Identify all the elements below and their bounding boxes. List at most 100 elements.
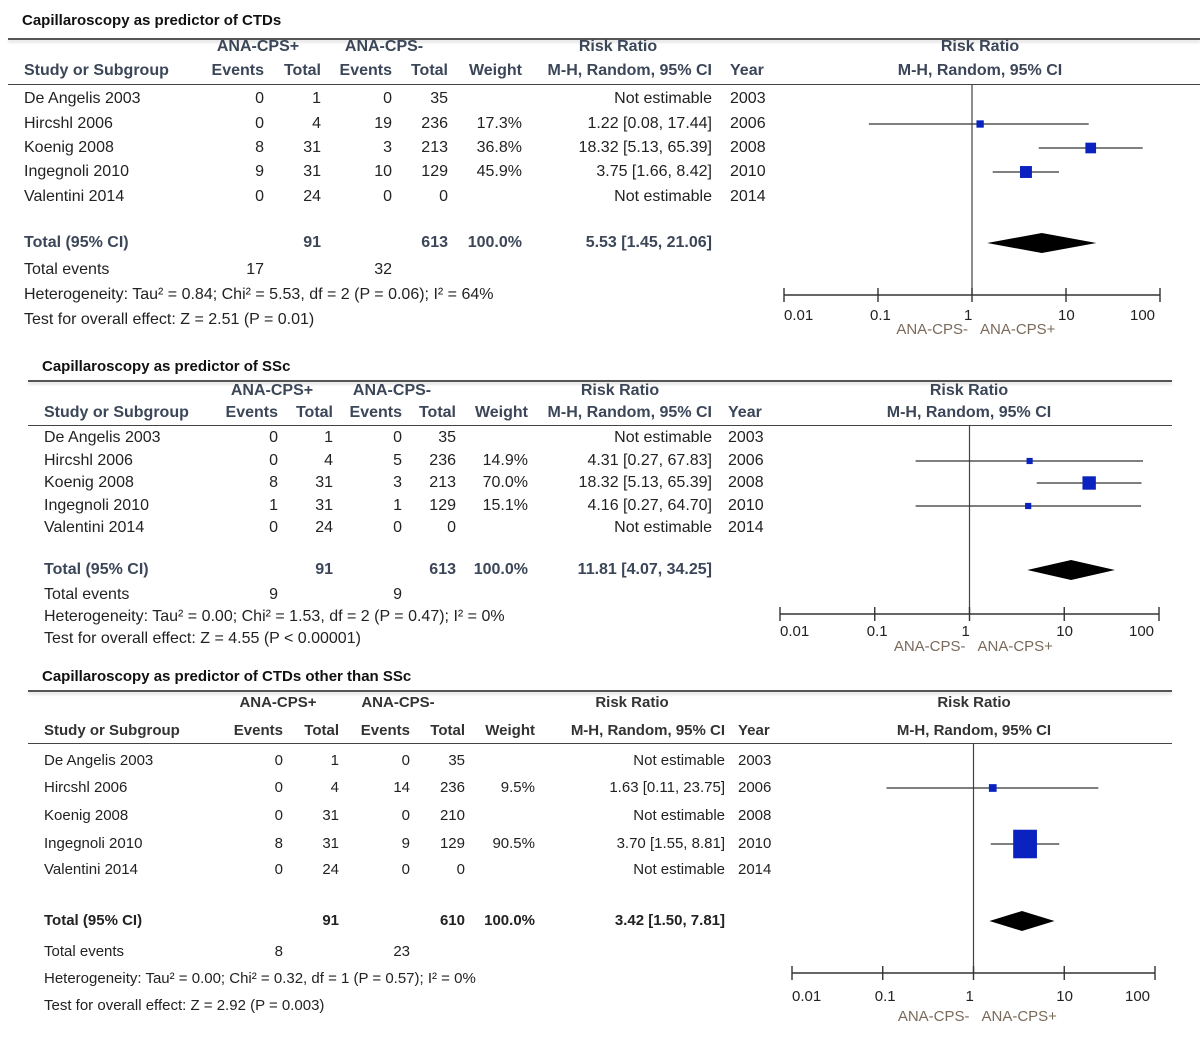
ctrl-events: 0	[393, 519, 402, 536]
x-tick-label: 100	[1125, 988, 1151, 1005]
total-events-ctrl: 9	[393, 586, 402, 603]
ctrl-events: 0	[401, 752, 410, 769]
exp-total: 4	[330, 779, 339, 796]
x-tick-label: 0.01	[780, 623, 810, 640]
column-header: Events	[360, 722, 410, 739]
study-square	[988, 784, 997, 792]
study-square	[1013, 829, 1037, 859]
ctrl-events: 10	[374, 163, 392, 180]
weight: 90.5%	[492, 835, 535, 852]
group-header-risk-ratio: Risk Ratio	[578, 38, 658, 55]
x-tick-label: 10	[1056, 988, 1073, 1005]
risk-ratio-ci: Not estimable	[614, 519, 712, 536]
exp-total: 31	[315, 474, 333, 491]
group-header-risk-ratio: Risk Ratio	[580, 382, 660, 399]
top-rule	[28, 380, 1172, 382]
panel-title: Capillaroscopy as predictor of CTDs othe…	[42, 668, 412, 685]
ctrl-events: 5	[393, 452, 402, 469]
ctrl-total: 0	[456, 861, 465, 878]
study-name: Ingegnoli 2010	[44, 497, 149, 514]
ctrl-total: 236	[439, 779, 465, 796]
year: 2006	[730, 115, 766, 132]
heterogeneity-text: Heterogeneity: Tau² = 0.00; Chi² = 0.32,…	[44, 970, 476, 987]
top-rule	[28, 690, 1172, 692]
ctrl-events: 1	[393, 497, 402, 514]
column-header: Study or Subgroup	[44, 722, 180, 739]
ctrl-total: 213	[421, 139, 448, 156]
year: 2008	[730, 139, 766, 156]
ctrl-total: 35	[430, 90, 448, 107]
x-tick-label: 10	[1058, 307, 1075, 324]
total-events-label: Total events	[24, 261, 110, 278]
overall-effect-text: Test for overall effect: Z = 2.51 (P = 0…	[24, 311, 315, 328]
ctrl-events: 3	[383, 139, 392, 156]
exp-events: 0	[269, 452, 278, 469]
ctrl-total: 35	[448, 752, 465, 769]
heterogeneity-text: Heterogeneity: Tau² = 0.84; Chi² = 5.53,…	[24, 286, 494, 303]
ctrl-events: 19	[374, 115, 392, 132]
header-rule	[28, 743, 1172, 744]
heterogeneity-text: Heterogeneity: Tau² = 0.00; Chi² = 1.53,…	[44, 608, 505, 625]
total-events-ctrl: 32	[374, 261, 392, 278]
total-events-exp: 9	[269, 586, 278, 603]
risk-ratio-ci: 1.22 [0.08, 17.44]	[587, 115, 712, 132]
ctrl-events: 0	[383, 188, 392, 205]
x-tick-label: 1	[965, 988, 974, 1005]
weight: 70.0%	[482, 474, 528, 491]
weight: 36.8%	[476, 139, 522, 156]
risk-ratio-ci: 18.32 [5.13, 65.39]	[578, 474, 712, 491]
exp-events: 0	[255, 90, 264, 107]
column-header: Events	[211, 62, 264, 79]
column-header: Events	[225, 404, 278, 421]
column-header: Total	[295, 404, 333, 421]
group-header-ctrl: ANA-CPS-	[352, 382, 432, 399]
exp-events: 9	[255, 163, 264, 180]
risk-ratio-ci: Not estimable	[633, 807, 725, 824]
year: 2006	[738, 779, 772, 796]
ctrl-total: 236	[421, 115, 448, 132]
study-name: De Angelis 2003	[44, 429, 161, 446]
group-header-exp: ANA-CPS+	[230, 382, 314, 399]
x-tick-label: 1	[964, 307, 973, 324]
ctrl-events: 0	[401, 807, 410, 824]
panel-title: Capillaroscopy as predictor of SSc	[42, 358, 291, 375]
total-label: Total (95% CI)	[24, 234, 129, 251]
panel-title: Capillaroscopy as predictor of CTDs	[22, 12, 282, 29]
exp-events: 0	[274, 752, 283, 769]
ctrl-total: 35	[438, 429, 456, 446]
column-header: Year	[730, 62, 764, 79]
column-header: Weight	[474, 404, 528, 421]
x-tick-label: 0.01	[792, 988, 822, 1005]
study-name: Valentini 2014	[44, 519, 145, 536]
risk-ratio-ci: 1.63 [0.11, 23.75]	[609, 779, 725, 796]
total-events-ctrl: 23	[393, 943, 410, 960]
risk-ratio-ci: 3.75 [1.66, 8.42]	[596, 163, 712, 180]
exp-total: 1	[324, 429, 333, 446]
total-events-label: Total events	[44, 586, 130, 603]
study-name: Ingegnoli 2010	[24, 163, 129, 180]
year: 2003	[738, 752, 772, 769]
risk-ratio-ci: Not estimable	[614, 188, 712, 205]
plot-header-risk-ratio: Risk Ratio	[929, 382, 1009, 399]
plot-header-method: M-H, Random, 95% CI	[886, 404, 1052, 421]
exp-total: 31	[303, 139, 321, 156]
column-header: Total	[418, 404, 456, 421]
axis-left-label: ANA-CPS-	[897, 1008, 970, 1025]
x-tick-label: 0.1	[866, 623, 888, 640]
weight: 15.1%	[482, 497, 528, 514]
total-risk-ratio: 11.81 [4.07, 34.25]	[577, 561, 712, 578]
plot-header-risk-ratio: Risk Ratio	[937, 694, 1011, 711]
year: 2014	[730, 188, 766, 205]
risk-ratio-ci: 18.32 [5.13, 65.39]	[578, 139, 712, 156]
column-header: Year	[738, 722, 770, 739]
total-ctrl: 610	[439, 912, 465, 929]
study-name: Valentini 2014	[44, 861, 138, 878]
column-header: Total	[430, 722, 465, 739]
axis-right-label: ANA-CPS+	[981, 1008, 1057, 1025]
study-name: Hircshl 2006	[44, 779, 128, 796]
axis-left-label: ANA-CPS-	[893, 638, 966, 655]
total-exp: 91	[322, 912, 339, 929]
x-tick-label: 1	[961, 623, 970, 640]
ctrl-total: 129	[421, 163, 448, 180]
exp-events: 0	[274, 807, 283, 824]
